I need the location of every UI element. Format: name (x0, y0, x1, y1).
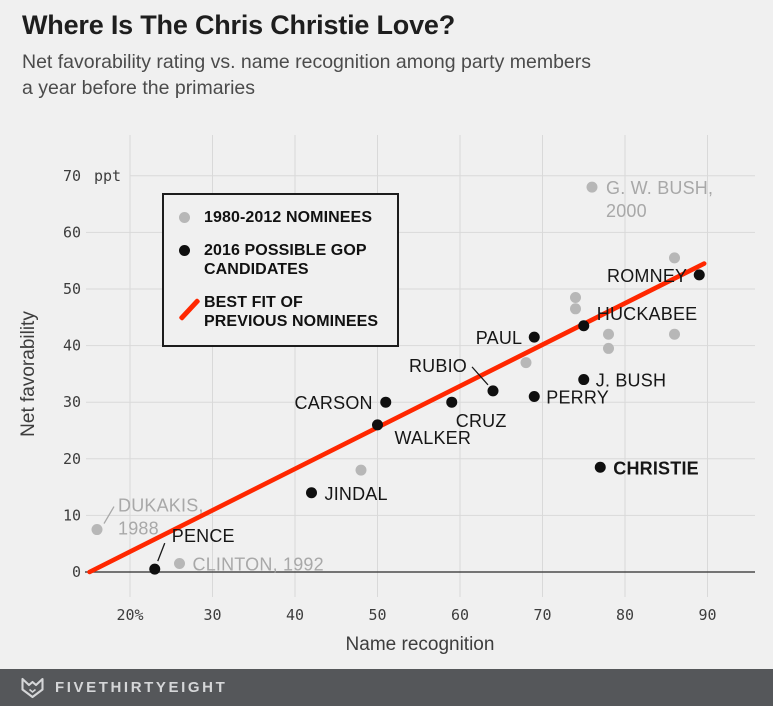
x-tick-label-70: 70 (533, 606, 551, 624)
point-label: JINDAL (325, 484, 388, 504)
y-tick-label-0: 0 (72, 563, 81, 581)
data-point-huckabee (578, 320, 590, 332)
data-point-clinton-1992 (174, 558, 185, 570)
chart-header: Where Is The Chris Christie Love? Net fa… (22, 8, 762, 101)
point-label: PAUL (476, 328, 523, 348)
unit-label-mask (86, 165, 130, 186)
data-point-walker (372, 419, 383, 431)
data-point-1980-2012-nominees (669, 328, 680, 340)
data-point-jindal (306, 487, 317, 499)
point-label: PENCE (172, 526, 235, 546)
black-dot-icon (179, 245, 190, 256)
point-label: CARSON (295, 393, 373, 413)
x-tick-label-80: 80 (616, 606, 634, 624)
legend-item-gop-candidates: 2016 POSSIBLE GOP CANDIDATES (178, 241, 387, 279)
y-axis-title: Net favorability (18, 311, 39, 437)
scatter-chart: DUKAKIS, 1988 CLINTON, 1992 G. W. BUSH, 2000… (18, 135, 755, 655)
data-point-g-w-bush (586, 181, 598, 193)
point-label: WALKER (395, 428, 472, 448)
x-tick-label-30: 30 (203, 606, 221, 624)
y-tick-label-10: 10 (63, 506, 81, 524)
data-point-romney (693, 269, 705, 281)
chart-subtitle-line1: Net favorability rating vs. name recogni… (22, 51, 592, 73)
data-point-1980-2012-nominees (570, 303, 581, 315)
data-point-1980-2012-nominees (669, 252, 680, 264)
point-label: CRUZ (456, 411, 507, 431)
point-label: HUCKABEE (597, 304, 698, 324)
y-tick-label-60: 60 (63, 223, 81, 241)
chart-legend: 1980-2012 NOMINEES 2016 POSSIBLE GOP CAN… (162, 193, 399, 347)
data-point-1980-2012-nominees (603, 328, 614, 340)
point-label: PERRY (546, 388, 609, 408)
chart-subtitle-line2: a year before the primaries (22, 77, 256, 99)
data-point-j-bush (578, 374, 590, 386)
callout-line-RUBIO (471, 366, 489, 386)
y-tick-label-20: 20 (63, 450, 81, 468)
point-label: CLINTON, 1992 (193, 555, 324, 575)
fivethirtyeight-fox-logo-icon (21, 677, 44, 698)
x-tick-label-90: 90 (698, 606, 716, 624)
legend-item-previous-nominees: 1980-2012 NOMINEES (178, 208, 387, 227)
data-point-paul (528, 331, 540, 343)
y-tick-label-50: 50 (63, 280, 81, 298)
data-point-1980-2012-nominees (570, 291, 581, 303)
point-label: G. W. BUSH, (606, 178, 713, 198)
y-axis-unit-label: ppt (94, 167, 121, 185)
x-tick-label-40: 40 (286, 606, 304, 624)
footer-bar: FIVETHIRTYEIGHT (0, 669, 773, 706)
legend-label: 1980-2012 NOMINEES (204, 209, 373, 226)
legend-label: BEST FIT OF PREVIOUS NOMINEES (204, 294, 379, 330)
data-point-carson (380, 396, 392, 408)
legend-label: 2016 POSSIBLE GOP CANDIDATES (204, 242, 367, 278)
point-label: J. BUSH (596, 371, 666, 391)
x-tick-label-60: 60 (451, 606, 469, 624)
point-label: ROMNEY (607, 266, 687, 286)
data-point-christie (594, 461, 606, 473)
data-point-1980-2012-nominees (355, 464, 367, 476)
legend-item-best-fit: BEST FIT OF PREVIOUS NOMINEES (178, 293, 387, 331)
callout-line-PENCE (157, 542, 166, 562)
chart-subtitle: Net favorability rating vs. name recogni… (22, 49, 762, 101)
data-point-1980-2012-nominees (520, 357, 532, 369)
data-point-1980-2012-nominees (603, 342, 614, 354)
point-label: CHRISTIE (613, 458, 699, 478)
red-line-icon (178, 297, 201, 322)
gray-dot-icon (179, 212, 190, 223)
x-axis-title: Name recognition (346, 634, 495, 655)
data-point-cruz (446, 396, 458, 408)
data-point-rubio (487, 385, 499, 397)
data-point-perry (528, 391, 540, 403)
y-tick-label-30: 30 (63, 393, 81, 411)
point-label: RUBIO (409, 356, 467, 376)
point-label: DUKAKIS, (118, 496, 204, 516)
best-fit-line (87, 261, 707, 575)
y-tick-label-40: 40 (63, 337, 81, 355)
x-tick-label-50: 50 (368, 606, 386, 624)
callout-line-DUKAKIS, (103, 506, 115, 524)
footer-brand: FIVETHIRTYEIGHT (55, 679, 228, 696)
y-tick-label-70: 70 (63, 167, 81, 185)
data-point-dukakis (91, 524, 103, 536)
point-label: 2000 (606, 201, 647, 221)
point-label: 1988 (118, 519, 159, 539)
x-tick-label-20: 20% (116, 606, 143, 624)
data-point-pence (149, 563, 161, 575)
page-title: Where Is The Chris Christie Love? (22, 10, 455, 40)
